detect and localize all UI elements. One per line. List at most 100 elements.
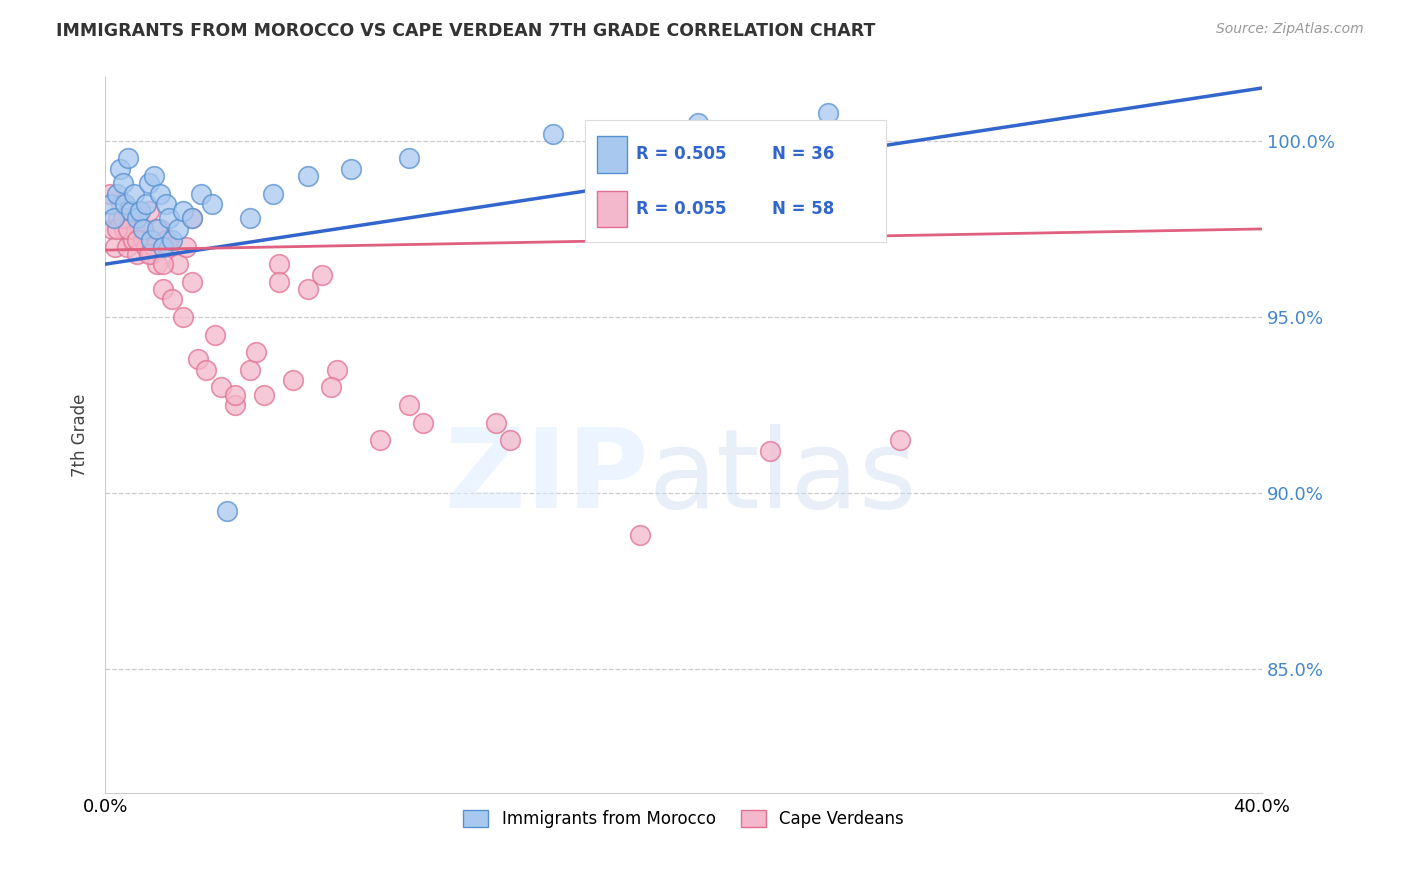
Point bbox=[204, 327, 226, 342]
Point bbox=[132, 222, 155, 236]
Point bbox=[152, 257, 174, 271]
Point bbox=[101, 222, 124, 236]
Point bbox=[224, 398, 246, 412]
Point bbox=[135, 239, 157, 253]
Point bbox=[141, 233, 163, 247]
Point bbox=[297, 282, 319, 296]
Point bbox=[117, 152, 139, 166]
Point bbox=[412, 416, 434, 430]
Text: ZIP: ZIP bbox=[446, 425, 648, 532]
Point bbox=[111, 211, 134, 226]
Point bbox=[174, 239, 197, 253]
Point bbox=[118, 211, 141, 226]
Point bbox=[262, 186, 284, 201]
Point bbox=[98, 186, 121, 201]
Point bbox=[239, 211, 262, 226]
Point bbox=[138, 176, 160, 190]
Point bbox=[111, 176, 134, 190]
Y-axis label: 7th Grade: 7th Grade bbox=[72, 393, 89, 476]
Point bbox=[889, 434, 911, 448]
Text: IMMIGRANTS FROM MOROCCO VS CAPE VERDEAN 7TH GRADE CORRELATION CHART: IMMIGRANTS FROM MOROCCO VS CAPE VERDEAN … bbox=[56, 22, 876, 40]
Point bbox=[166, 257, 188, 271]
Point bbox=[267, 275, 290, 289]
Point bbox=[122, 222, 145, 236]
Point bbox=[628, 528, 651, 542]
Point bbox=[152, 282, 174, 296]
Point bbox=[817, 105, 839, 120]
Point bbox=[104, 239, 127, 253]
Point bbox=[143, 169, 166, 183]
Point bbox=[110, 197, 132, 211]
Point bbox=[215, 504, 238, 518]
Point bbox=[209, 380, 232, 394]
Point bbox=[181, 211, 204, 226]
Point bbox=[141, 246, 163, 260]
Point bbox=[398, 152, 420, 166]
Point bbox=[172, 310, 194, 324]
Point bbox=[157, 211, 180, 226]
Point bbox=[114, 197, 136, 211]
Point bbox=[181, 211, 204, 226]
Point bbox=[340, 162, 363, 177]
Point bbox=[105, 222, 128, 236]
Point bbox=[112, 222, 135, 236]
Point bbox=[138, 204, 160, 219]
Point bbox=[135, 197, 157, 211]
Point bbox=[267, 257, 290, 271]
Text: atlas: atlas bbox=[648, 425, 917, 532]
Point bbox=[108, 162, 131, 177]
Point bbox=[120, 204, 142, 219]
Point bbox=[368, 434, 391, 448]
Point bbox=[239, 363, 262, 377]
Legend: Immigrants from Morocco, Cape Verdeans: Immigrants from Morocco, Cape Verdeans bbox=[457, 803, 911, 834]
Point bbox=[195, 363, 218, 377]
Point bbox=[129, 204, 152, 219]
Point bbox=[297, 169, 319, 183]
Point bbox=[125, 246, 148, 260]
Point bbox=[143, 239, 166, 253]
Point bbox=[253, 387, 276, 401]
Point bbox=[224, 387, 246, 401]
Point bbox=[398, 398, 420, 412]
Point bbox=[543, 127, 565, 141]
Point bbox=[319, 380, 342, 394]
Point bbox=[105, 186, 128, 201]
Point bbox=[181, 275, 204, 289]
Point bbox=[125, 233, 148, 247]
Point bbox=[157, 239, 180, 253]
Point bbox=[107, 211, 129, 226]
Point bbox=[166, 222, 188, 236]
Point bbox=[325, 363, 347, 377]
Point bbox=[759, 443, 782, 458]
Point bbox=[122, 186, 145, 201]
Point bbox=[187, 352, 209, 367]
Point bbox=[245, 345, 267, 359]
Point bbox=[499, 434, 522, 448]
Point bbox=[132, 233, 155, 247]
Point bbox=[146, 257, 169, 271]
Point bbox=[149, 222, 172, 236]
Point bbox=[152, 239, 174, 253]
Point bbox=[125, 211, 148, 226]
Point bbox=[201, 197, 224, 211]
Point bbox=[172, 204, 194, 219]
Point bbox=[686, 116, 709, 130]
Point bbox=[484, 416, 506, 430]
Point bbox=[149, 186, 172, 201]
Point bbox=[283, 373, 305, 387]
Point bbox=[311, 268, 333, 282]
Point bbox=[160, 293, 183, 307]
Text: Source: ZipAtlas.com: Source: ZipAtlas.com bbox=[1216, 22, 1364, 37]
Point bbox=[103, 211, 125, 226]
Point bbox=[155, 197, 177, 211]
Point bbox=[129, 222, 152, 236]
Point bbox=[115, 239, 138, 253]
Point bbox=[160, 233, 183, 247]
Point bbox=[117, 222, 139, 236]
Point bbox=[138, 246, 160, 260]
Point bbox=[121, 233, 143, 247]
Point bbox=[146, 222, 169, 236]
Point bbox=[190, 186, 212, 201]
Point bbox=[155, 233, 177, 247]
Point bbox=[100, 197, 122, 211]
